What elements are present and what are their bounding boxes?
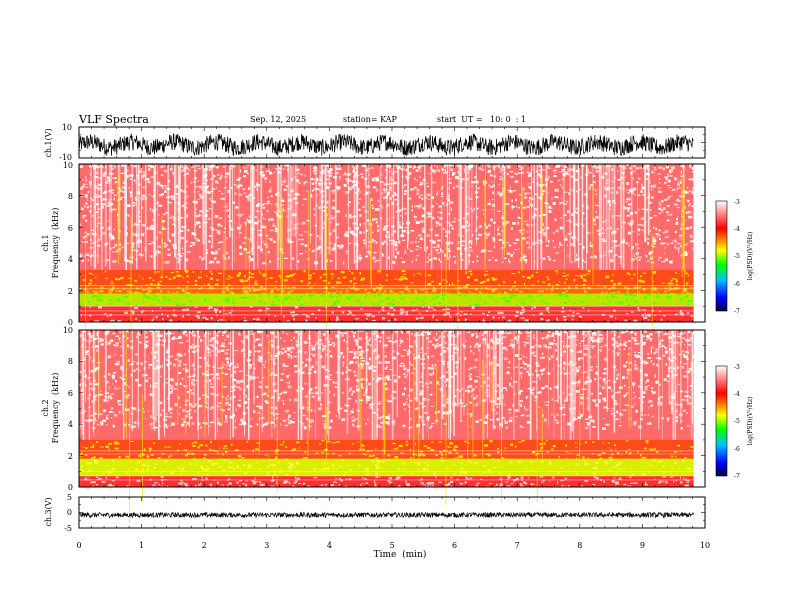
ch2-colorbar-label: log(PSD)(V²/Hz) — [747, 397, 754, 446]
time-axis-tick-labels: 0 1 2 3 4 5 6 7 8 9 10 — [76, 541, 710, 550]
ch1-colorbar-scale — [715, 200, 728, 312]
time-axis-tick-label: 6 — [452, 541, 457, 550]
ch2-spectrogram-image — [79, 330, 705, 524]
ch1-voltage-trace — [79, 132, 694, 157]
ch2-spectrogram-bands — [79, 330, 697, 524]
ch1-voltage-ylabel: ch.1(V) — [44, 128, 53, 157]
ch1-colorbar: -3 -4 -5 -6 -7 log(PSD)(V²/Hz) — [715, 199, 754, 315]
time-axis-tick-label: 4 — [327, 541, 332, 550]
ch2-colorbar: -3 -4 -5 -6 -7 log(PSD)(V²/Hz) — [715, 364, 754, 480]
ch3-voltage-ticks — [78, 496, 706, 529]
ch2-colorbar-scale — [715, 365, 728, 477]
ch2-cb-tick-4: -4 — [734, 391, 740, 398]
time-axis-tick-label: 1 — [139, 541, 144, 550]
time-axis-label: Time (min) — [374, 549, 427, 560]
ch3-voltage-line — [79, 511, 694, 519]
ch1-spectrogram-ticks — [78, 163, 706, 323]
ch1-spec-ytick-2: 2 — [68, 287, 73, 296]
time-axis-tick-label: 0 — [76, 541, 81, 550]
time-axis-tick-label: 7 — [515, 541, 520, 550]
ch1-voltage-ticks — [78, 126, 706, 159]
ch3-voltage-trace — [79, 511, 694, 519]
ch2-spectrogram-panel: 0 2 4 6 8 10 ch.2 Frequency (kHz) — [41, 326, 706, 524]
ch1-colorbar-label: log(PSD)(V²/Hz) — [747, 232, 754, 281]
figure-title: VLF Spectra — [78, 113, 149, 126]
ch1-ytick-bottom: -10 — [59, 153, 72, 162]
ch2-spec-ytick-10: 10 — [63, 326, 73, 335]
ch1-spec-ytick-4: 4 — [68, 255, 73, 264]
time-axis-tick-label: 9 — [640, 541, 645, 550]
ch2-spec-ytick-0: 0 — [68, 483, 73, 492]
ch2-spec-ylabel-frequency: Frequency (kHz) — [51, 373, 60, 444]
ch1-spec-ytick-6: 6 — [68, 224, 73, 233]
ch2-spec-ylabel-channel: ch.2 — [41, 399, 50, 416]
ch1-voltage-panel: 10 -10 ch.1(V) — [44, 123, 706, 162]
ch1-spec-ytick-10: 10 — [63, 161, 73, 170]
ch2-cb-tick-5: -5 — [734, 418, 740, 425]
ch1-spec-ytick-0: 0 — [68, 318, 73, 327]
station-label: station= KAP — [343, 115, 398, 124]
ch3-ytick-5: 5 — [67, 493, 72, 502]
ch1-cb-tick-7: -7 — [734, 308, 740, 315]
ch3-voltage-panel: 5 0 -5 ch.3(V) — [44, 493, 706, 533]
ch3-ytick-0: 0 — [67, 508, 72, 517]
time-axis-tick-label: 3 — [264, 541, 269, 550]
ch3-voltage-ylabel: ch.3(V) — [44, 497, 53, 526]
ch1-spec-ytick-8: 8 — [68, 192, 73, 201]
ch2-spec-ytick-4: 4 — [68, 420, 73, 429]
ch1-spectrogram-speckle — [79, 164, 698, 265]
ch1-cb-tick-4: -4 — [734, 226, 740, 233]
ch2-spectrogram-ticks — [78, 329, 706, 488]
ch1-cb-tick-6: -6 — [734, 281, 740, 288]
ch2-spec-ytick-8: 8 — [68, 357, 73, 366]
ch2-cb-tick-3: -3 — [734, 364, 740, 371]
ch3-ytick-neg5: -5 — [64, 524, 72, 533]
ch1-ytick-top: 10 — [62, 123, 72, 132]
time-axis-tick-label: 10 — [700, 541, 710, 550]
time-axis-tick-label: 8 — [577, 541, 582, 550]
ch1-cb-tick-5: -5 — [734, 253, 740, 260]
ch2-spec-ytick-2: 2 — [68, 452, 73, 461]
ch1-spectrogram-panel: 0 2 4 6 8 10 ch.1 Frequency (kHz) — [41, 161, 706, 351]
ch2-cb-tick-7: -7 — [734, 473, 740, 480]
ch1-cb-tick-3: -3 — [734, 199, 740, 206]
ch1-spec-ylabel-channel: ch.1 — [41, 234, 50, 251]
ch2-cb-tick-6: -6 — [734, 446, 740, 453]
ch1-voltage-line — [79, 132, 694, 157]
start-time-label: start UT = 10: 0 : 1 — [437, 115, 526, 124]
ch1-spectrogram-bands — [79, 172, 697, 351]
ch1-spec-ylabel-frequency: Frequency (kHz) — [51, 208, 60, 279]
ch1-spectrogram-image — [79, 164, 705, 351]
ch2-spec-ytick-6: 6 — [68, 389, 73, 398]
time-axis-tick-label: 2 — [202, 541, 207, 550]
time-axis-tick-label: 5 — [389, 541, 394, 550]
date-label: Sep. 12, 2025 — [250, 115, 306, 124]
